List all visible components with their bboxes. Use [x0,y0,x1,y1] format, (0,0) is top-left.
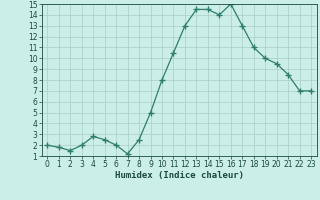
X-axis label: Humidex (Indice chaleur): Humidex (Indice chaleur) [115,171,244,180]
